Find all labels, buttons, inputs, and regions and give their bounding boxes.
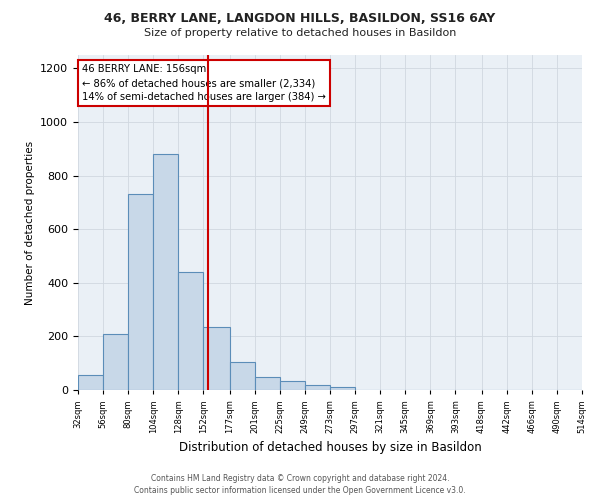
Text: 46, BERRY LANE, LANGDON HILLS, BASILDON, SS16 6AY: 46, BERRY LANE, LANGDON HILLS, BASILDON,…: [104, 12, 496, 26]
Bar: [103, 334, 128, 390]
Bar: [280, 380, 305, 390]
Bar: [305, 384, 330, 390]
Bar: [153, 154, 178, 390]
Bar: [330, 388, 355, 390]
Bar: [255, 376, 280, 390]
Text: 46 BERRY LANE: 156sqm
← 86% of detached houses are smaller (2,334)
14% of semi-d: 46 BERRY LANE: 156sqm ← 86% of detached …: [82, 64, 326, 102]
Bar: [128, 194, 153, 390]
Y-axis label: Number of detached properties: Number of detached properties: [25, 140, 35, 304]
Text: Size of property relative to detached houses in Basildon: Size of property relative to detached ho…: [144, 28, 456, 38]
Bar: [203, 327, 230, 390]
Bar: [230, 362, 255, 390]
Bar: [178, 272, 203, 390]
Bar: [78, 376, 103, 390]
X-axis label: Distribution of detached houses by size in Basildon: Distribution of detached houses by size …: [179, 441, 481, 454]
Text: Contains HM Land Registry data © Crown copyright and database right 2024.
Contai: Contains HM Land Registry data © Crown c…: [134, 474, 466, 495]
